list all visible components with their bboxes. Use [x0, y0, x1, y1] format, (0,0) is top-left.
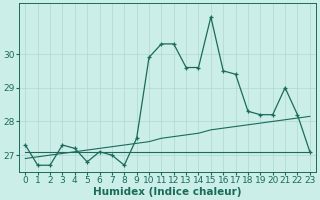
- X-axis label: Humidex (Indice chaleur): Humidex (Indice chaleur): [93, 187, 242, 197]
